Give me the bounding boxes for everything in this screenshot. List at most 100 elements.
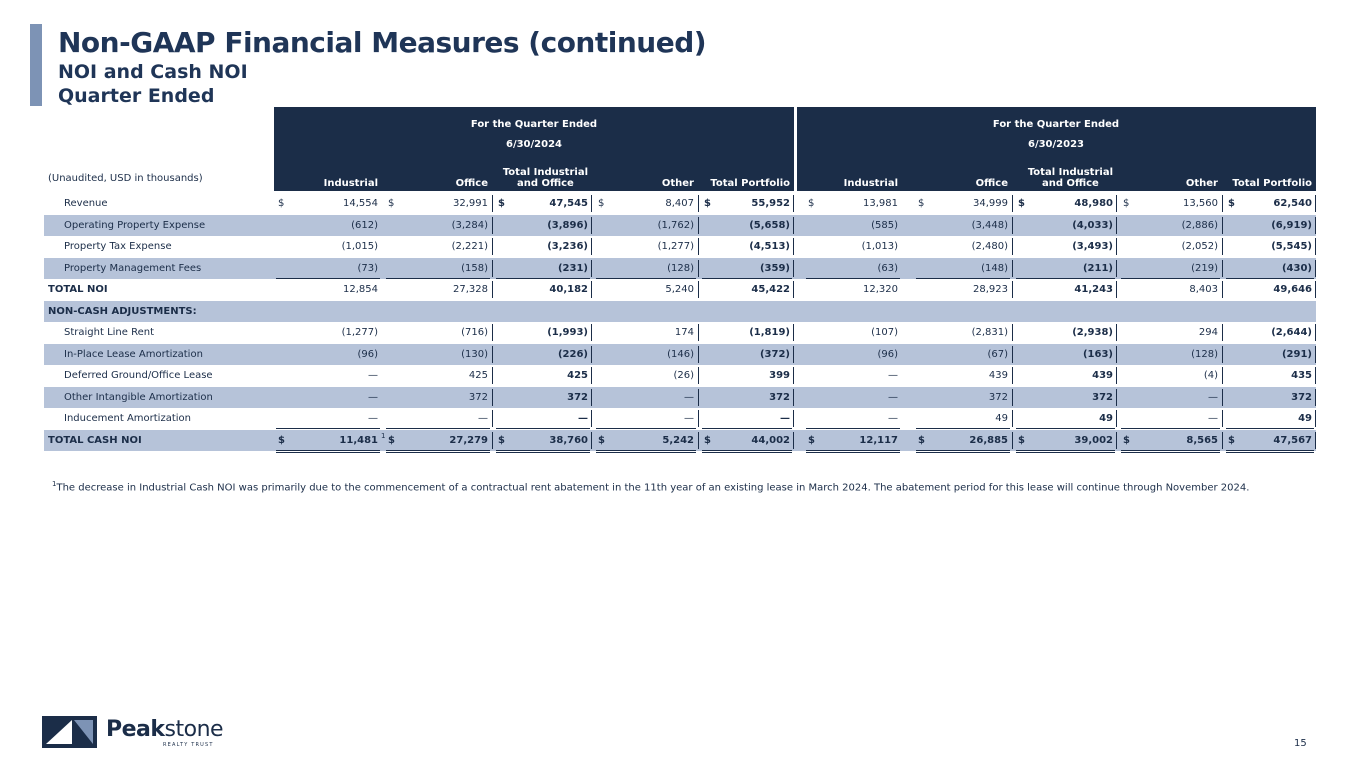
subtotal-underline <box>916 428 1010 429</box>
table-cell: (107) <box>871 327 898 338</box>
table-cell: 38,760 <box>549 434 588 446</box>
page-subtitle: NOI and Cash NOI <box>58 61 248 83</box>
column-header: Total Portfolio <box>710 178 790 189</box>
table-cell: 439 <box>988 370 1008 381</box>
table-cell: — <box>368 413 378 424</box>
period-label: For the Quarter Ended <box>470 119 598 130</box>
column-border <box>1116 410 1117 427</box>
column-border <box>1012 259 1013 277</box>
dollar-sign: $ <box>1018 198 1025 209</box>
row-label: TOTAL NOI <box>48 284 108 295</box>
column-border <box>591 259 592 277</box>
table-row: In-Place Lease Amortization (96) (130) (226… <box>44 343 1316 365</box>
table-cell: (4,513) <box>749 241 790 252</box>
column-border <box>1222 324 1223 341</box>
total-double-underline <box>702 449 792 453</box>
table-cell: 12,117 <box>859 434 898 446</box>
table-cell: (716) <box>461 327 488 338</box>
column-border <box>793 431 794 449</box>
table-cell: 13,560 <box>1183 198 1218 209</box>
column-border <box>1315 388 1316 406</box>
units-label: (Unaudited, USD in thousands) <box>48 173 203 184</box>
table-cell: (231) <box>557 262 588 274</box>
row-label: Operating Property Expense <box>64 219 206 231</box>
header-divider <box>794 107 797 191</box>
table-cell: 372 <box>1092 391 1113 403</box>
column-border <box>698 431 699 449</box>
table-row: Property Management Fees (73) (158) (231) (1… <box>44 257 1316 279</box>
column-border <box>793 367 794 384</box>
column-border <box>1222 431 1223 449</box>
column-border <box>1012 388 1013 406</box>
column-border <box>698 216 699 234</box>
dollar-sign: $ <box>808 198 815 209</box>
column-border <box>1315 195 1316 212</box>
table-cell: (130) <box>461 348 488 360</box>
table-cell: (26) <box>673 370 694 381</box>
column-header: Total Portfolio <box>1232 178 1312 189</box>
table-cell: — <box>888 413 898 424</box>
table-cell: (1,993) <box>547 327 588 338</box>
table-cell: 372 <box>1291 391 1312 403</box>
column-header: Total Industrial and Office <box>502 167 588 189</box>
table-cell: (211) <box>1082 262 1113 274</box>
table-cell: 372 <box>769 391 790 403</box>
column-border <box>591 410 592 427</box>
table-cell: — <box>888 391 898 403</box>
subtotal-underline <box>276 277 380 279</box>
table-cell: (6,919) <box>1271 219 1312 231</box>
column-border <box>1116 195 1117 212</box>
column-border <box>698 238 699 255</box>
subtotal-underline <box>1016 277 1115 279</box>
total-double-underline <box>1121 449 1220 453</box>
column-border <box>793 238 794 255</box>
table-cell: 5,240 <box>665 284 694 295</box>
table-cell: (1,762) <box>657 219 694 231</box>
table-row: Property Tax Expense (1,015) (2,221) (3,236… <box>44 236 1316 257</box>
table-cell: 49,646 <box>1273 284 1312 295</box>
table-cell: (5,658) <box>749 219 790 231</box>
table-cell: (148) <box>981 262 1008 274</box>
column-border <box>1315 324 1316 341</box>
column-border <box>793 259 794 277</box>
table-cell: (372) <box>759 348 790 360</box>
table-cell: 40,182 <box>549 284 588 295</box>
table-cell: — <box>1208 391 1218 403</box>
dollar-sign: $ <box>1228 198 1235 209</box>
subtotal-underline <box>916 277 1010 279</box>
table-row: Deferred Ground/Office Lease — 425 425 (26) 3… <box>44 365 1316 386</box>
column-border <box>1116 324 1117 341</box>
table-cell: — <box>888 370 898 381</box>
table-cell: 425 <box>567 370 588 381</box>
table-cell: 26,885 <box>969 434 1008 446</box>
column-border <box>1222 216 1223 234</box>
column-border <box>492 367 493 384</box>
column-border <box>591 431 592 449</box>
dollar-sign: $ <box>918 434 925 446</box>
column-header: Other <box>1185 178 1218 189</box>
table-row: TOTAL CASH NOI $11,481 $27,279 $38,760 $5,24… <box>44 429 1316 453</box>
logo-brand-bold: Peak <box>106 717 165 742</box>
row-label: In-Place Lease Amortization <box>64 348 203 360</box>
table-cell: 174 <box>674 327 694 338</box>
total-double-underline <box>496 449 590 453</box>
table-cell: (5,545) <box>1271 241 1312 252</box>
table-row: NON-CASH ADJUSTMENTS: <box>44 300 1316 322</box>
column-border <box>698 367 699 384</box>
table-cell: 48,980 <box>1074 198 1113 209</box>
column-border <box>1116 388 1117 406</box>
column-border <box>1116 216 1117 234</box>
footnote-marker: 1 <box>52 480 57 488</box>
table-cell: (1,277) <box>657 241 694 252</box>
dollar-sign: $ <box>704 434 711 446</box>
total-double-underline <box>596 449 696 453</box>
column-border <box>1315 431 1316 449</box>
table-cell: 49 <box>1099 413 1113 424</box>
total-double-underline <box>806 449 900 453</box>
column-border <box>1222 195 1223 212</box>
column-border <box>698 281 699 298</box>
table-cell: (226) <box>557 348 588 360</box>
period-date: 6/30/2024 <box>505 139 562 150</box>
column-border <box>492 238 493 255</box>
table-cell: — <box>368 370 378 381</box>
